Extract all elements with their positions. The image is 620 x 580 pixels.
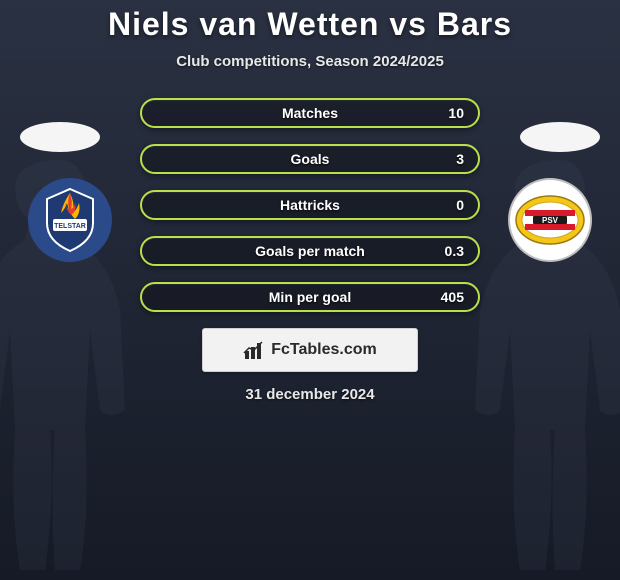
stat-row-goals-per-match: Goals per match 0.3 — [140, 236, 480, 266]
psv-crest-icon: PSV — [513, 183, 587, 257]
stat-label: Min per goal — [269, 289, 351, 305]
telstar-crest-icon: TELSTAR — [35, 185, 105, 255]
stat-value: 0.3 — [445, 243, 464, 259]
page-subtitle: Club competitions, Season 2024/2025 — [0, 53, 620, 70]
page-title: Niels van Wetten vs Bars — [0, 6, 620, 43]
stat-row-hattricks: Hattricks 0 — [140, 190, 480, 220]
stats-list: Matches 10 Goals 3 Hattricks 0 Goals per… — [140, 98, 480, 312]
svg-text:PSV: PSV — [542, 216, 559, 225]
stat-value: 0 — [456, 197, 464, 213]
brand-text: FcTables.com — [271, 341, 377, 359]
stat-value: 10 — [448, 105, 464, 121]
stat-label: Matches — [282, 105, 338, 121]
stat-row-matches: Matches 10 — [140, 98, 480, 128]
club-badge-left: TELSTAR — [28, 178, 112, 262]
brand-box: FcTables.com — [202, 328, 418, 372]
stat-label: Goals — [291, 151, 330, 167]
stat-value: 405 — [441, 289, 464, 305]
flag-left — [20, 122, 100, 152]
stat-label: Hattricks — [280, 197, 340, 213]
stat-label: Goals per match — [255, 243, 365, 259]
flag-right — [520, 122, 600, 152]
stat-value: 3 — [456, 151, 464, 167]
footer-date: 31 december 2024 — [0, 386, 620, 403]
club-badge-right: PSV — [508, 178, 592, 262]
bar-chart-icon — [243, 339, 265, 361]
stat-row-min-per-goal: Min per goal 405 — [140, 282, 480, 312]
stat-row-goals: Goals 3 — [140, 144, 480, 174]
svg-text:TELSTAR: TELSTAR — [54, 223, 86, 230]
